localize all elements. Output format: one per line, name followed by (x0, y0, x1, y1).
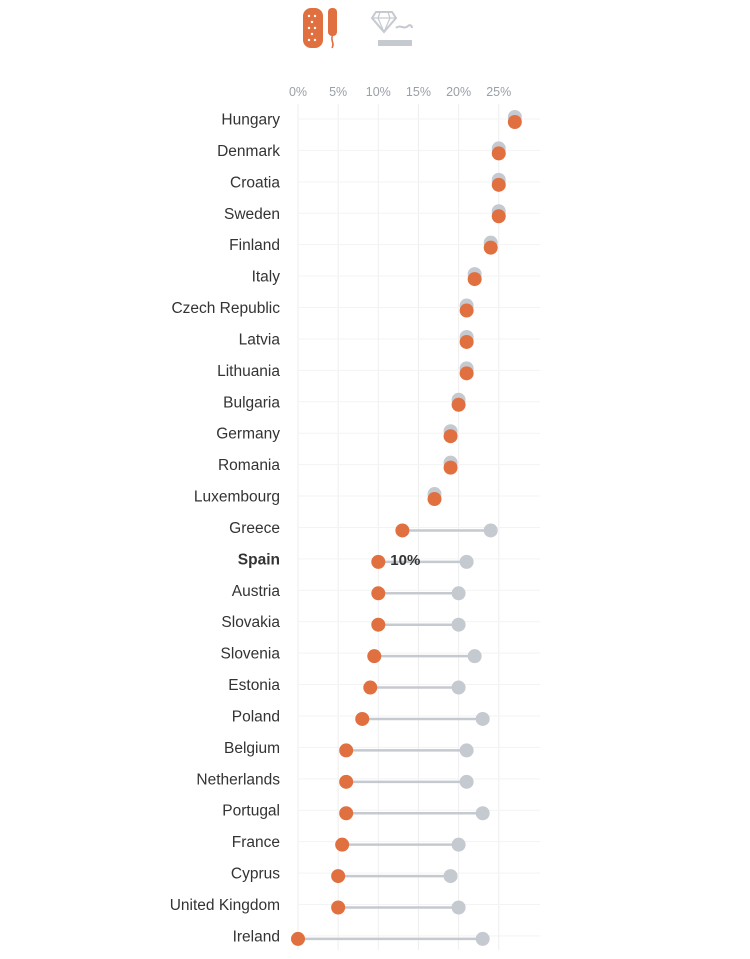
country-label: Portugal (222, 803, 280, 820)
country-label: Italy (252, 269, 281, 286)
tampon-tax-dot (371, 586, 386, 601)
x-tick-label: 15% (406, 85, 431, 99)
tampon-tax-dot (367, 649, 382, 664)
x-tick-label: 0% (289, 85, 307, 99)
diamond-cigarette-icon (370, 11, 413, 46)
highlight-data-label: 10% (390, 552, 420, 569)
tampon-tax-dot (291, 931, 305, 946)
luxury-tax-dot (459, 554, 474, 569)
tampon-tax-dot (491, 177, 506, 192)
country-label: Denmark (217, 143, 280, 160)
country-label: Austria (232, 583, 281, 600)
tampon-tax-dot (507, 115, 522, 129)
country-label: Luxembourg (194, 489, 280, 506)
luxury-tax-dot (443, 869, 458, 884)
tampon-tax-dot (459, 334, 474, 349)
tampon-tax-dot (335, 837, 350, 852)
country-label: Latvia (239, 331, 281, 348)
country-label: Belgium (224, 740, 280, 757)
country-label: Greece (229, 520, 280, 537)
country-label: Slovenia (221, 646, 281, 663)
tampon-tax-dot (427, 492, 442, 507)
country-label: Estonia (228, 677, 280, 694)
country-label: Ireland (233, 928, 280, 945)
tampon-tax-dot (331, 869, 346, 884)
tampon-tax-dot (339, 806, 354, 821)
country-label: France (232, 834, 280, 851)
country-label: Lithuania (217, 363, 280, 380)
x-tick-label: 25% (486, 85, 511, 99)
tampon-tax-dot (459, 303, 474, 318)
tampon-tax-dot (451, 397, 466, 412)
pad-tampon-icon (303, 8, 337, 49)
country-label: Spain (238, 551, 280, 568)
x-tick-label: 20% (446, 85, 471, 99)
luxury-tax-dot (475, 806, 490, 821)
luxury-tax-dot (467, 649, 482, 664)
x-tick-label: 10% (366, 85, 391, 99)
luxury-tax-dot (459, 743, 474, 758)
country-label: Cyprus (231, 866, 280, 883)
tampon-tax-dot (491, 209, 506, 224)
luxury-tax-dot (451, 586, 466, 601)
tampon-tax-dot (331, 900, 346, 915)
luxury-tax-dot (475, 711, 490, 726)
country-label: Czech Republic (171, 300, 280, 317)
x-tick-label: 5% (329, 85, 347, 99)
tampon-tax-dot (339, 774, 354, 789)
tampon-tax-dot (483, 240, 498, 255)
tampon-tax-dot (371, 617, 386, 632)
luxury-tax-dot (451, 617, 466, 632)
luxury-tax-dot (475, 931, 490, 946)
tampon-tax-dot (467, 272, 482, 287)
country-label: Sweden (224, 206, 280, 223)
country-label: Poland (232, 708, 280, 725)
tampon-tax-dot (459, 366, 474, 381)
luxury-tax-dot (451, 900, 466, 915)
country-label: Slovakia (221, 614, 280, 631)
tampon-tax-dot (371, 554, 386, 569)
tampon-tax-dot (395, 523, 410, 538)
tampon-tax-dot (443, 460, 458, 475)
tampon-tax-dot (443, 429, 458, 444)
tampon-tax-dot (355, 711, 370, 726)
country-label: Germany (216, 426, 280, 443)
tampon-tax-dot (363, 680, 378, 695)
luxury-tax-dot (483, 523, 498, 538)
luxury-tax-dot (451, 680, 466, 695)
country-label: Bulgaria (223, 394, 280, 411)
country-label: Hungary (221, 112, 280, 129)
tampon-tax-dot (491, 146, 506, 161)
country-label: Croatia (230, 174, 280, 191)
country-label: Romania (218, 457, 280, 474)
country-label: Netherlands (196, 771, 280, 788)
country-label: Finland (229, 237, 280, 254)
luxury-tax-dot (459, 774, 474, 789)
luxury-tax-dot (451, 837, 466, 852)
tampon-tax-dot (339, 743, 354, 758)
country-label: United Kingdom (170, 897, 280, 914)
